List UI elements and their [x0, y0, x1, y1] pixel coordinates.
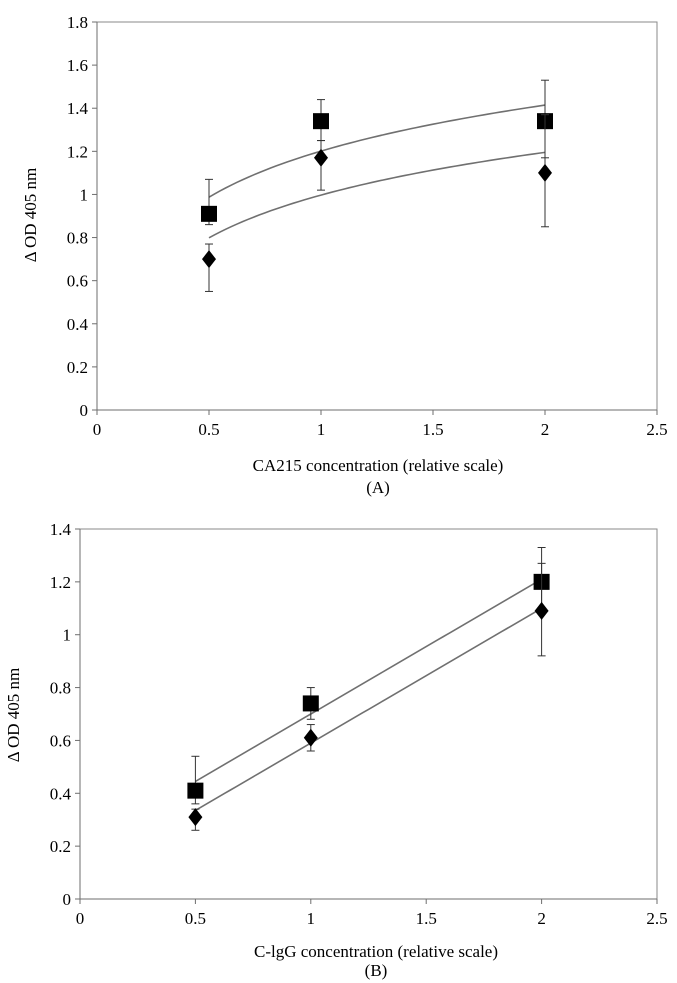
plot-frame — [96, 21, 658, 411]
y-tick-label: 1 — [80, 185, 89, 204]
x-tick-label: 1 — [317, 420, 326, 439]
x-tick-label: 0 — [93, 420, 102, 439]
x-tick-label: 1.5 — [416, 909, 437, 928]
x-tick-label: 1.5 — [422, 420, 443, 439]
y-tick-label: 1.6 — [67, 56, 88, 75]
y-tick-label: 1.4 — [50, 520, 72, 539]
data-point-diamond — [534, 601, 549, 620]
panel-label: (A) — [366, 478, 390, 497]
data-point-square — [187, 782, 204, 799]
y-tick-label: 1 — [63, 626, 72, 645]
x-axis-title: C-lgG concentration (relative scale) — [254, 942, 498, 961]
y-tick-label: 0.4 — [50, 784, 72, 803]
data-point-diamond — [202, 250, 216, 269]
y-tick-label: 0.6 — [50, 731, 71, 750]
x-tick-label: 0.5 — [198, 420, 219, 439]
data-point-square — [201, 205, 217, 222]
y-tick-label: 1.4 — [67, 99, 89, 118]
y-tick-label: 0.6 — [67, 272, 88, 291]
y-tick-label: 0.2 — [50, 837, 71, 856]
data-point-diamond — [314, 148, 328, 167]
x-tick-label: 0.5 — [185, 909, 206, 928]
y-tick-label: 1.2 — [50, 573, 71, 592]
chart-panel-b: 0 0.2 0.4 0.6 0.8 1 1.2 1.4 0 0.5 1 1.5 2 2.5 Δ OD 40… — [4, 520, 668, 980]
y-tick-label: 1.2 — [67, 142, 88, 161]
y-tick-label: 0.4 — [67, 315, 89, 334]
y-tick-label: 0.8 — [50, 679, 71, 698]
data-point-diamond — [303, 728, 318, 747]
x-tick-label: 2 — [537, 909, 546, 928]
x-tick-label: 0 — [76, 909, 85, 928]
trendline-square — [194, 578, 543, 783]
plot-area: 0 0.2 0.4 0.6 0.8 1 1.2 1.4 1.6 1.8 0 0.5 1 1.5 2 2.5 — [67, 13, 668, 439]
chart-panel-a: 0 0.2 0.4 0.6 0.8 1 1.2 1.4 1.6 1.8 0 0.5 1 1.5 2 2.5 Δ… — [21, 13, 668, 497]
plot-frame — [79, 528, 658, 900]
x-tick-label: 1 — [307, 909, 316, 928]
trendline-square — [208, 104, 546, 198]
data-point-diamond — [188, 808, 203, 827]
plot-area: 0 0.2 0.4 0.6 0.8 1 1.2 1.4 0 0.5 1 1.5 2 2.5 — [50, 520, 668, 928]
trendline-diamond — [194, 607, 543, 812]
x-tick-label: 2.5 — [646, 420, 667, 439]
panel-label: (B) — [365, 961, 388, 980]
y-tick-label: 0.2 — [67, 358, 88, 377]
x-tick-label: 2 — [541, 420, 550, 439]
x-axis-title: CA215 concentration (relative scale) — [253, 456, 504, 475]
data-point-square — [302, 695, 319, 712]
y-axis-title: Δ OD 405 nm — [4, 668, 23, 763]
y-tick-label: 0.8 — [67, 229, 88, 248]
trendline-diamond — [208, 151, 546, 239]
y-tick-label: 1.8 — [67, 13, 88, 32]
data-point-square — [313, 113, 329, 130]
x-tick-label: 2.5 — [646, 909, 667, 928]
y-tick-label: 0 — [63, 890, 72, 909]
y-tick-label: 0 — [80, 401, 89, 420]
y-axis-title: Δ OD 405 nm — [21, 168, 40, 263]
data-point-diamond — [538, 163, 552, 182]
